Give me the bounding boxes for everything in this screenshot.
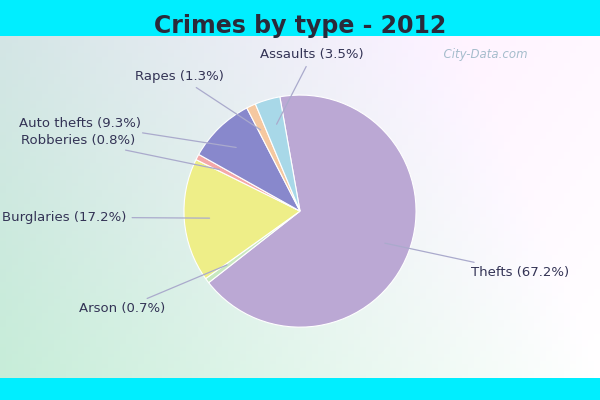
Wedge shape — [256, 97, 300, 211]
Text: Arson (0.7%): Arson (0.7%) — [79, 265, 227, 315]
Wedge shape — [209, 95, 416, 327]
Text: City-Data.com: City-Data.com — [436, 48, 528, 61]
Text: Rapes (1.3%): Rapes (1.3%) — [136, 70, 260, 130]
Text: Assaults (3.5%): Assaults (3.5%) — [260, 48, 364, 124]
Text: Crimes by type - 2012: Crimes by type - 2012 — [154, 14, 446, 38]
Wedge shape — [199, 108, 300, 211]
Wedge shape — [206, 211, 300, 283]
Text: Burglaries (17.2%): Burglaries (17.2%) — [2, 211, 209, 224]
Text: Thefts (67.2%): Thefts (67.2%) — [385, 243, 569, 279]
Text: Robberies (0.8%): Robberies (0.8%) — [21, 134, 220, 170]
Text: Auto thefts (9.3%): Auto thefts (9.3%) — [19, 117, 236, 148]
Wedge shape — [184, 160, 300, 278]
Wedge shape — [247, 104, 300, 211]
Wedge shape — [196, 154, 300, 211]
